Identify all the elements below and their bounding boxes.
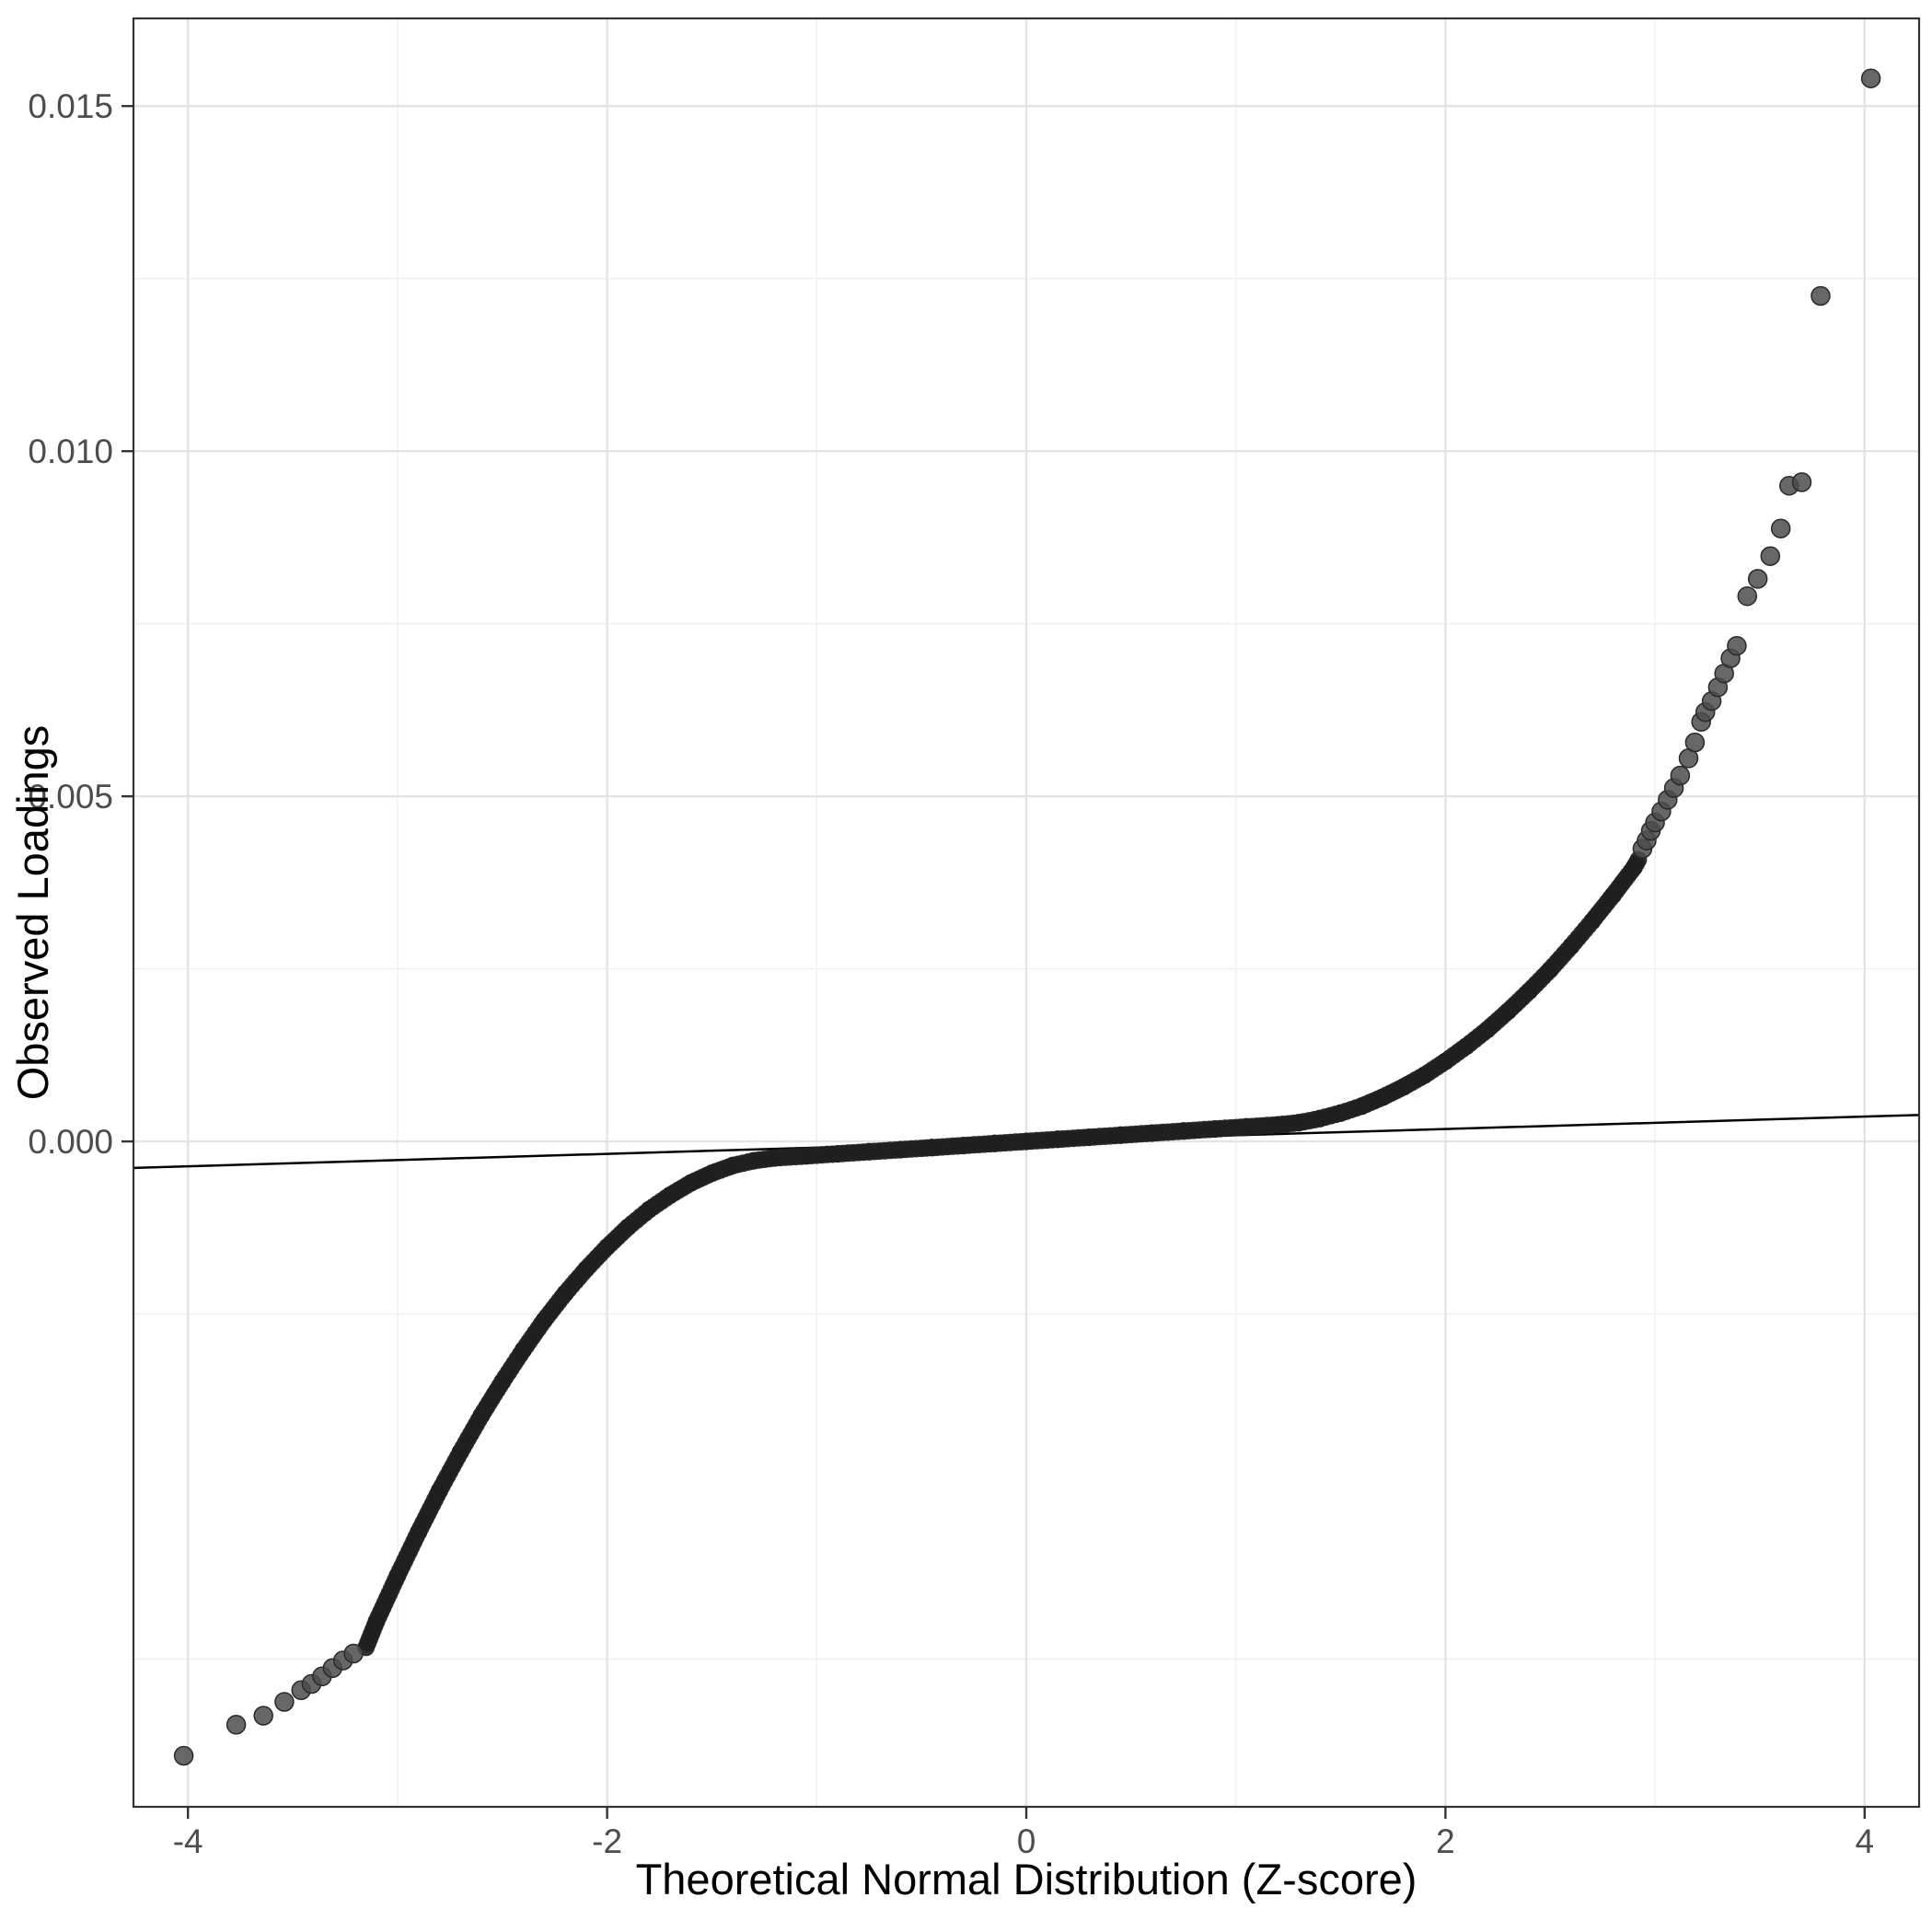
qq-outlier-points xyxy=(173,68,1881,1766)
outlier-point xyxy=(253,1706,273,1726)
outlier-point xyxy=(1737,585,1758,607)
x-tick-label: -2 xyxy=(592,1822,622,1860)
outlier-point xyxy=(1860,68,1881,88)
outlier-point xyxy=(343,1643,364,1664)
y-tick-label: 0.010 xyxy=(28,433,113,470)
outlier-point xyxy=(274,1692,295,1712)
axis-ticks xyxy=(121,105,1866,1819)
y-tick-label: 0.005 xyxy=(28,778,113,816)
outlier-point xyxy=(226,1715,247,1735)
outlier-point xyxy=(1684,732,1706,753)
x-axis-title: Theoretical Normal Distribution (Z-score… xyxy=(636,1855,1417,1903)
x-tick-labels: -4 -2 0 2 4 xyxy=(173,1822,1874,1860)
x-tick-label: 2 xyxy=(1436,1822,1455,1860)
outlier-point xyxy=(1811,285,1831,307)
qq-band-points xyxy=(357,850,1648,1657)
outlier-point xyxy=(1760,546,1781,566)
outlier-point xyxy=(1770,518,1791,538)
x-tick-label: 0 xyxy=(1017,1822,1036,1860)
outlier-point xyxy=(1670,765,1691,786)
y-tick-label: 0.015 xyxy=(28,87,113,125)
outlier-point xyxy=(173,1745,194,1766)
y-tick-labels: 0.000 0.005 0.010 0.015 xyxy=(28,87,113,1161)
y-axis-title: Observed Loadings xyxy=(8,725,57,1101)
outlier-point xyxy=(1791,472,1812,492)
outlier-point xyxy=(1747,569,1768,589)
y-tick-label: 0.000 xyxy=(28,1123,113,1161)
outlier-point xyxy=(1727,635,1747,656)
x-tick-label: 4 xyxy=(1856,1822,1875,1860)
x-tick-label: -4 xyxy=(173,1822,203,1860)
